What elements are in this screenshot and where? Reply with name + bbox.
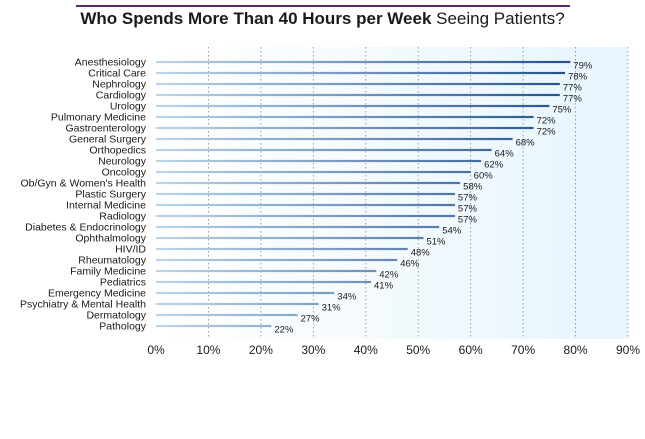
x-tick-label: 10% — [196, 343, 220, 357]
bar — [156, 126, 534, 130]
category-label: Radiology — [99, 211, 146, 223]
data-label: 79% — [573, 61, 593, 72]
bar — [156, 82, 560, 86]
data-label: 77% — [563, 83, 583, 94]
data-label: 22% — [274, 325, 294, 336]
category-label: Dermatology — [86, 310, 146, 322]
x-tick-label: 50% — [406, 343, 430, 357]
category-label: Emergency Medicine — [48, 288, 146, 300]
bar — [156, 236, 424, 240]
bar — [156, 71, 566, 75]
x-tick-label: 60% — [459, 343, 483, 357]
x-tick-label: 20% — [249, 343, 273, 357]
data-label: 62% — [484, 160, 504, 171]
x-tick-label: 40% — [354, 343, 378, 357]
data-label: 77% — [563, 94, 583, 105]
category-label: Urology — [110, 101, 147, 113]
bar — [156, 280, 372, 284]
data-label: 72% — [537, 116, 557, 127]
category-label: Orthopedics — [89, 145, 146, 157]
data-label: 51% — [426, 237, 446, 248]
category-label: Gastroenterology — [65, 123, 146, 135]
category-label: Ob/Gyn & Women's Health — [20, 178, 146, 190]
data-label: 64% — [495, 149, 515, 160]
bar — [156, 324, 272, 328]
bar — [156, 170, 471, 174]
category-label: Nephrology — [92, 79, 146, 91]
bar — [156, 313, 298, 317]
data-label: 57% — [458, 204, 478, 215]
category-label: Psychiatry & Mental Health — [20, 299, 146, 311]
category-label: Neurology — [98, 156, 147, 168]
bar — [156, 104, 550, 108]
data-label: 48% — [411, 248, 431, 259]
category-label: Oncology — [102, 167, 147, 179]
data-label: 31% — [322, 303, 342, 314]
data-label: 27% — [301, 314, 321, 325]
bar — [156, 214, 455, 218]
data-label: 46% — [400, 259, 420, 270]
bar — [156, 60, 571, 64]
bar — [156, 269, 377, 273]
category-label: Internal Medicine — [66, 200, 146, 212]
bar — [156, 148, 492, 152]
bar — [156, 291, 335, 295]
data-label: 58% — [463, 182, 483, 193]
bar — [156, 115, 534, 119]
bar — [156, 203, 455, 207]
category-label: Pathology — [99, 321, 146, 333]
category-label: Ophthalmology — [75, 233, 146, 245]
bar — [156, 137, 513, 141]
data-label: 60% — [474, 171, 494, 182]
category-label: General Surgery — [69, 134, 147, 146]
category-label: Diabetes & Endocrinology — [25, 222, 147, 234]
bar — [156, 93, 560, 97]
category-label: Pediatrics — [100, 277, 146, 289]
data-label: 34% — [337, 292, 357, 303]
category-label: Pulmonary Medicine — [51, 112, 146, 124]
data-label: 68% — [516, 138, 536, 149]
bar — [156, 192, 455, 196]
chart-title-bold: Who Spends More Than 40 Hours per Week — [80, 9, 432, 28]
category-label: Critical Care — [88, 68, 146, 80]
chart-title: Who Spends More Than 40 Hours per Week S… — [0, 9, 645, 29]
data-label: 78% — [568, 72, 588, 83]
category-label: Plastic Surgery — [75, 189, 146, 201]
bar — [156, 247, 408, 251]
category-label: HIV/ID — [115, 244, 146, 256]
chart-title-rest: Seeing Patients? — [431, 9, 565, 28]
data-label: 42% — [379, 270, 399, 281]
data-label: 72% — [537, 127, 557, 138]
category-label: Rheumatology — [78, 255, 146, 267]
x-tick-label: 90% — [616, 343, 640, 357]
category-label: Anesthesiology — [75, 57, 147, 69]
bar — [156, 225, 440, 229]
x-tick-label: 0% — [147, 343, 165, 357]
bar — [156, 181, 461, 185]
title-rule — [76, 5, 570, 7]
x-tick-label: 80% — [564, 343, 588, 357]
x-tick-label: 70% — [511, 343, 535, 357]
category-label: Family Medicine — [70, 266, 146, 278]
data-label: 54% — [442, 226, 462, 237]
data-label: 75% — [552, 105, 572, 116]
data-label: 57% — [458, 193, 478, 204]
category-label: Cardiology — [96, 90, 147, 102]
bar — [156, 258, 398, 262]
bar — [156, 159, 482, 163]
bar — [156, 302, 319, 306]
x-tick-label: 30% — [301, 343, 325, 357]
data-label: 41% — [374, 281, 394, 292]
data-label: 57% — [458, 215, 478, 226]
